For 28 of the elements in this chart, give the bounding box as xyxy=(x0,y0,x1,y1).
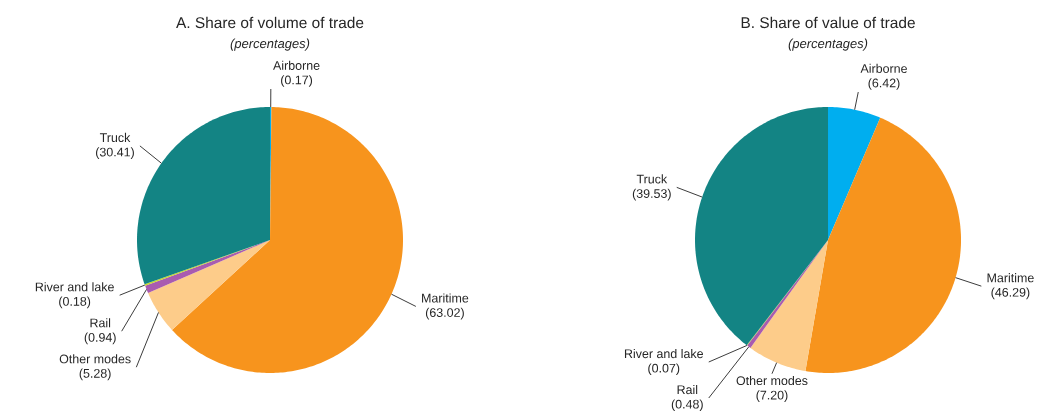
data-label: (6.42) xyxy=(868,78,900,90)
slice-label: Truck xyxy=(99,132,131,143)
data-label: (7.20) xyxy=(756,390,788,402)
slice-label: Airborne xyxy=(273,60,320,70)
chart-title: A. Share of volume of trade xyxy=(176,16,364,29)
slice-label: Maritime xyxy=(422,293,469,303)
slice-label: Rail xyxy=(90,318,111,328)
data-label: (39.53) xyxy=(632,188,671,201)
data-label: (5.28) xyxy=(79,368,111,381)
slice-label: Other modes xyxy=(59,354,131,364)
slice-label: Truck xyxy=(636,174,668,184)
slice-label: Airborne xyxy=(860,63,907,73)
slice-label: River and lake xyxy=(35,282,114,292)
slice-label: River and lake xyxy=(624,348,703,359)
data-label: (0.07) xyxy=(648,363,680,376)
data-label: (63.02) xyxy=(425,307,464,320)
slice-label: Maritime xyxy=(987,273,1034,283)
data-label: (30.41) xyxy=(96,147,134,159)
slice-label: Other modes xyxy=(736,375,808,386)
slice-label: Rail xyxy=(677,384,698,395)
chart-subtitle: (percentages) xyxy=(230,38,310,51)
data-label: (46.29) xyxy=(991,287,1030,300)
data-label: (0.17) xyxy=(281,75,313,87)
chart-title: B. Share of value of trade xyxy=(741,16,915,29)
data-label: (0.48) xyxy=(671,399,703,412)
chart-subtitle: (percentages) xyxy=(788,38,868,51)
data-label: (0.18) xyxy=(59,296,91,309)
data-label: (0.94) xyxy=(84,332,116,345)
